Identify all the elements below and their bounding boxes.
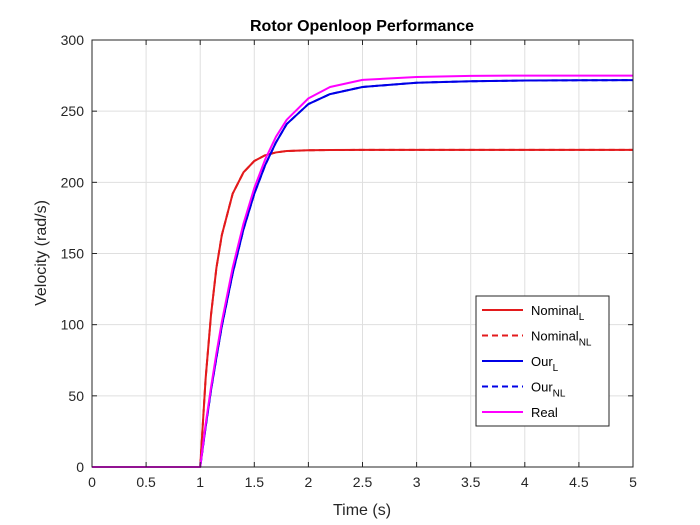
y-tick-label: 200 [61, 174, 85, 190]
legend-label: OurL [531, 354, 559, 374]
legend-label: NominalNL [531, 329, 592, 349]
x-tick-label: 3.5 [461, 474, 481, 490]
x-tick-label: 3 [413, 474, 421, 490]
series-line-real [92, 74, 633, 468]
x-tick-label: 0 [88, 474, 96, 490]
x-tick-label: 0.5 [136, 474, 156, 490]
y-tick-label: 150 [61, 246, 85, 262]
y-axis-label: Velocity (rad/s) [33, 200, 50, 306]
x-tick-labels: 0 0.5 1 1.5 2 2.5 3 3.5 4 4.5 5 [88, 474, 637, 490]
legend-label: OurNL [531, 380, 566, 400]
legend-label: NominalL [531, 303, 585, 323]
x-tick-label: 2 [305, 474, 313, 490]
y-tick-labels: 0 50 100 150 200 250 300 [61, 32, 85, 475]
x-tick-label: 2.5 [353, 474, 373, 490]
x-tick-label: 4.5 [569, 474, 589, 490]
series-layer [92, 74, 634, 468]
x-tick-label: 1.5 [245, 474, 265, 490]
x-tick-label: 5 [629, 474, 637, 490]
y-tick-label: 0 [76, 459, 84, 475]
legend: NominalL NominalNL OurL OurNL Real [475, 295, 610, 427]
x-tick-label: 4 [521, 474, 529, 490]
chart-title: Rotor Openloop Performance [250, 18, 474, 35]
x-axis-label: Time (s) [333, 502, 391, 519]
legend-label: Real [531, 405, 558, 420]
y-tick-label: 100 [61, 317, 85, 333]
y-tick-label: 300 [61, 32, 85, 48]
y-tick-label: 250 [61, 103, 85, 119]
series-line-nominal-l [92, 148, 633, 468]
ticks [91, 39, 634, 468]
y-tick-label: 50 [68, 388, 84, 404]
x-tick-label: 1 [196, 474, 204, 490]
